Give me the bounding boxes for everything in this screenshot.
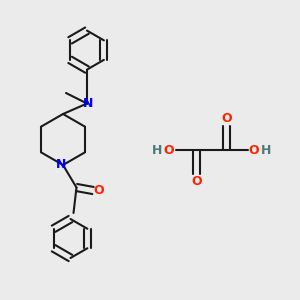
Text: O: O [191,175,202,188]
Text: N: N [56,158,67,172]
Text: O: O [164,143,174,157]
Text: H: H [152,143,162,157]
Text: O: O [221,112,232,125]
Text: O: O [249,143,260,157]
Text: H: H [261,143,271,157]
Text: O: O [93,184,104,197]
Text: N: N [82,97,93,110]
